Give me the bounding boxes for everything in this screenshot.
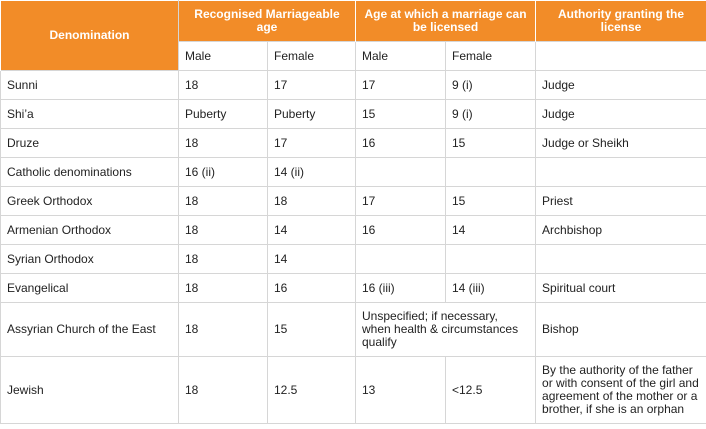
header-authority: Authority granting the license [535, 0, 706, 42]
table-row: Sunni 18 17 17 9 (i) Judge [0, 70, 706, 100]
cell-denomination: Druze [0, 128, 179, 158]
cell-ma-female: 16 [267, 273, 356, 303]
cell-la-male: 16 (iii) [355, 273, 446, 303]
cell-ma-male: 18 [178, 70, 268, 100]
cell-la-male: 17 [355, 186, 446, 216]
cell-la-female [444, 244, 537, 274]
cell-ma-male: Puberty [178, 99, 268, 129]
cell-la-combined: Unspecified; if necessary, when health &… [354, 302, 537, 357]
cell-denomination: Catholic denominations [0, 157, 179, 187]
cell-ma-female: 15 [267, 302, 356, 357]
subheader-female: Female [444, 41, 537, 71]
header-licensed-age: Age at which a marriage can be licensed [354, 0, 537, 42]
cell-la-female: 14 (iii) [444, 273, 537, 303]
cell-la-female: 15 [444, 186, 537, 216]
subheader-blank [535, 41, 706, 71]
subheader-male: Male [178, 41, 268, 71]
table-row: Shi’a Puberty Puberty 15 9 (i) Judge [0, 99, 706, 129]
header-denomination: Denomination [0, 0, 179, 71]
cell-ma-male: 18 [178, 215, 268, 245]
cell-authority: Priest [535, 186, 706, 216]
table-row: Greek Orthodox 18 18 17 15 Priest [0, 186, 706, 216]
cell-ma-female: 14 (ii) [267, 157, 356, 187]
cell-authority [535, 244, 706, 274]
cell-la-male [355, 157, 446, 187]
cell-ma-female: 12.5 [267, 356, 356, 424]
table-row: Syrian Orthodox 18 14 [0, 244, 706, 274]
cell-authority: Archbishop [535, 215, 706, 245]
cell-ma-male: 18 [178, 273, 268, 303]
cell-la-male: 16 [355, 215, 446, 245]
header-marriageable-age: Recognised Marriageable age [178, 0, 356, 42]
cell-la-male: 17 [355, 70, 446, 100]
cell-la-female: 9 (i) [444, 99, 537, 129]
cell-la-female [444, 157, 537, 187]
cell-authority [535, 157, 706, 187]
cell-ma-female: 18 [267, 186, 356, 216]
table-row: Evangelical 18 16 16 (iii) 14 (iii) Spir… [0, 273, 706, 303]
cell-authority: By the authority of the father or with c… [535, 356, 706, 424]
cell-authority: Judge [535, 70, 706, 100]
header-row: Denomination Recognised Marriageable age… [0, 0, 706, 71]
cell-denomination: Shi’a [0, 99, 179, 129]
cell-denomination: Evangelical [0, 273, 179, 303]
cell-ma-male: 18 [178, 356, 268, 424]
cell-ma-male: 18 [178, 186, 268, 216]
cell-authority: Judge or Sheikh [535, 128, 706, 158]
cell-la-female: 15 [444, 128, 537, 158]
subheader-male: Male [355, 41, 446, 71]
table-row: Catholic denominations 16 (ii) 14 (ii) [0, 157, 706, 187]
cell-ma-male: 18 [178, 244, 268, 274]
cell-denomination: Assyrian Church of the East [0, 302, 179, 357]
cell-la-male: 16 [355, 128, 446, 158]
cell-ma-male: 18 [178, 302, 268, 357]
cell-ma-female: 14 [267, 244, 356, 274]
table-row: Assyrian Church of the East 18 15 Unspec… [0, 302, 706, 357]
cell-denomination: Sunni [0, 70, 179, 100]
cell-ma-female: 17 [267, 70, 356, 100]
subheader-female: Female [267, 41, 356, 71]
table-row: Jewish 18 12.5 13 <12.5 By the authority… [0, 356, 706, 424]
cell-ma-male: 18 [178, 128, 268, 158]
cell-la-female: 14 [444, 215, 537, 245]
cell-la-male [355, 244, 446, 274]
cell-denomination: Syrian Orthodox [0, 244, 179, 274]
cell-ma-female: 17 [267, 128, 356, 158]
cell-la-female: 9 (i) [444, 70, 537, 100]
cell-ma-male: 16 (ii) [178, 157, 268, 187]
cell-la-female: <12.5 [444, 356, 537, 424]
cell-ma-female: Puberty [267, 99, 356, 129]
cell-denomination: Greek Orthodox [0, 186, 179, 216]
cell-denomination: Armenian Orthodox [0, 215, 179, 245]
cell-la-male: 15 [355, 99, 446, 129]
cell-authority: Bishop [535, 302, 706, 357]
cell-la-male: 13 [355, 356, 446, 424]
subheader-row: Male Female Male Female [1, 41, 706, 71]
cell-ma-female: 14 [267, 215, 356, 245]
table-row: Armenian Orthodox 18 14 16 14 Archbishop [0, 215, 706, 245]
cell-authority: Judge [535, 99, 706, 129]
cell-denomination: Jewish [0, 356, 179, 424]
cell-authority: Spiritual court [535, 273, 706, 303]
table-row: Druze 18 17 16 15 Judge or Sheikh [0, 128, 706, 158]
